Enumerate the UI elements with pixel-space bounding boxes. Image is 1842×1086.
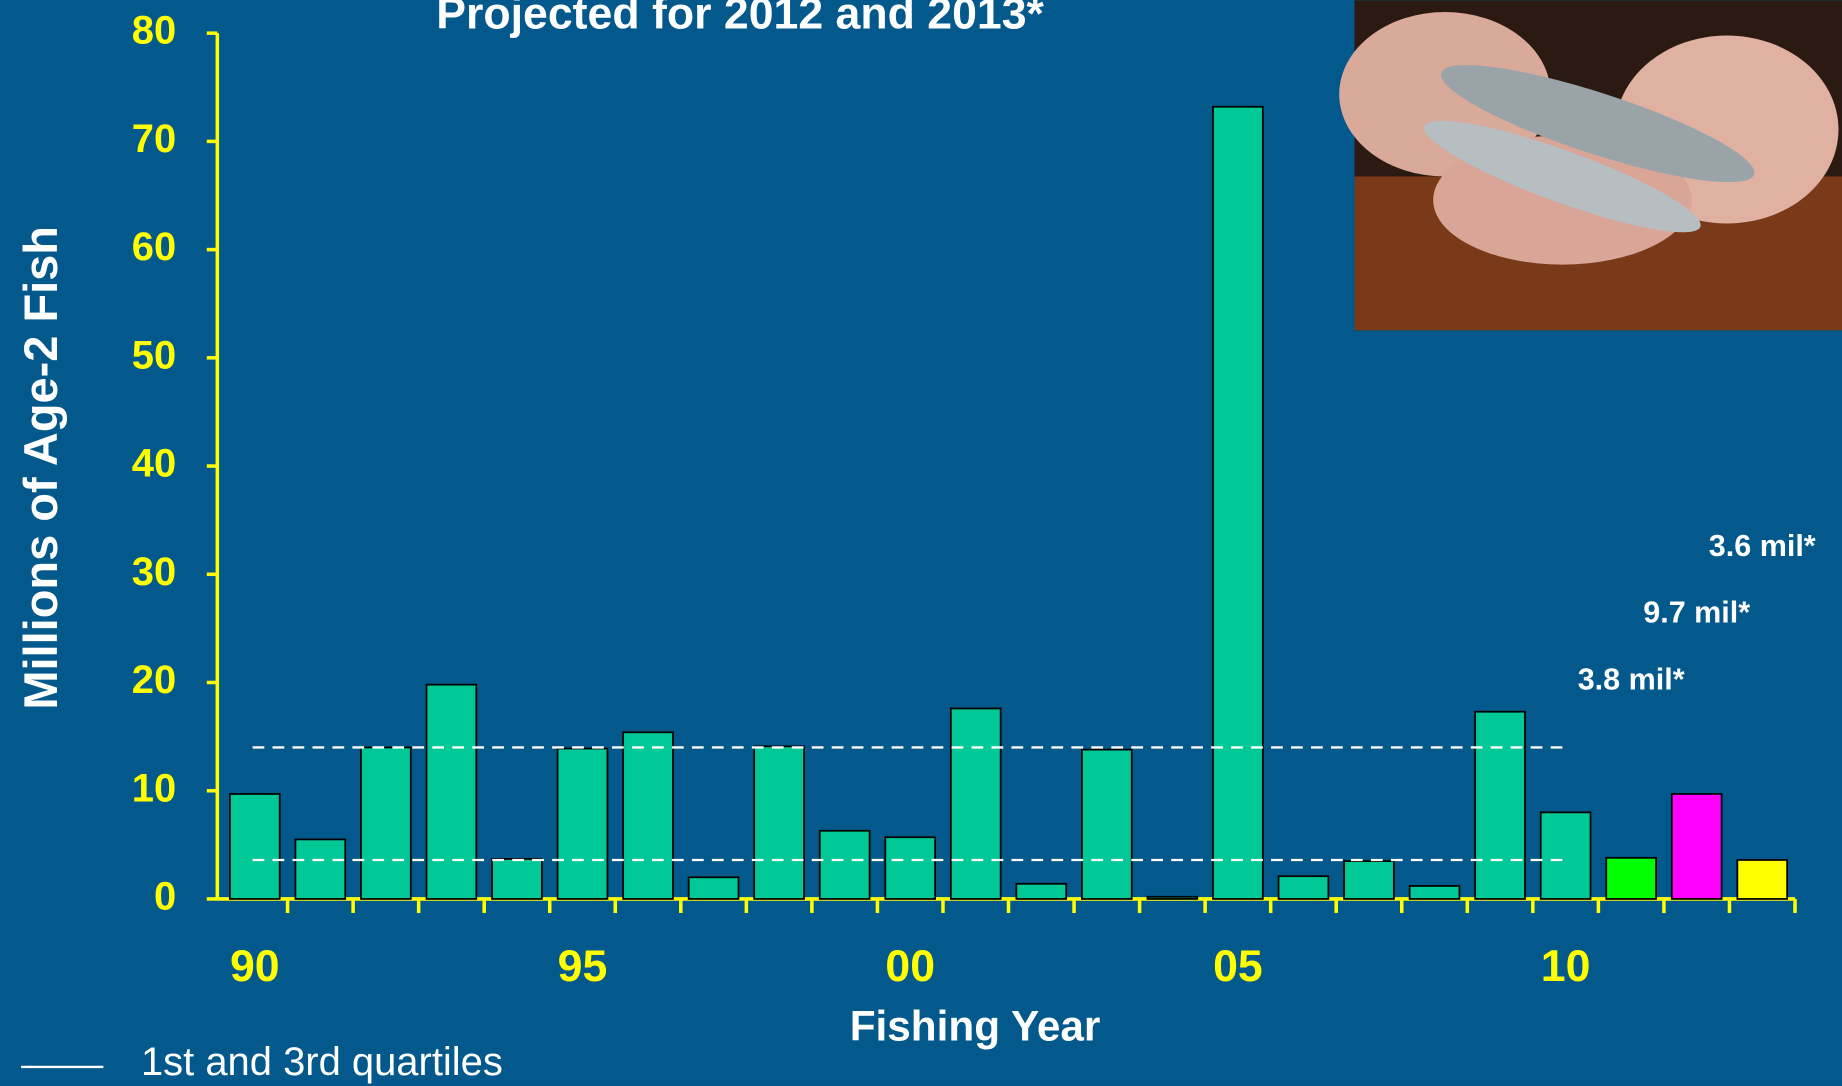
y-tick-label: 30 (132, 550, 176, 594)
bar (949, 707, 1002, 900)
bar (556, 747, 609, 900)
bar (1212, 105, 1264, 900)
bar (818, 829, 871, 900)
y-tick-label: 10 (132, 766, 176, 810)
bar (622, 731, 674, 900)
y-tick-label: 40 (132, 442, 176, 486)
y-tick-label: 70 (132, 117, 176, 161)
chart-title: Projected for 2012 and 2013* (436, 0, 1044, 39)
y-tick-label: 20 (132, 658, 176, 702)
bar (1605, 856, 1657, 900)
bar (1539, 811, 1592, 900)
value-label: 9.7 mil* (1643, 596, 1750, 630)
bar (229, 793, 281, 900)
legend-label: 1st and 3rd quartiles (141, 1040, 503, 1084)
y-axis-label: Millions of Age-2 Fish (14, 226, 67, 710)
y-tick-label: 60 (132, 225, 176, 269)
x-tick-label: 05 (1213, 942, 1263, 991)
bar (491, 858, 543, 900)
bar (1015, 882, 1068, 900)
x-tick-label: 00 (885, 942, 935, 991)
bar (294, 838, 347, 900)
value-label: 3.6 mil* (1709, 529, 1816, 563)
bar (753, 745, 805, 900)
x-axis-label: Fishing Year (850, 1003, 1101, 1050)
bar (1277, 875, 1330, 900)
value-label: 3.8 mil* (1578, 663, 1685, 697)
bar (425, 683, 478, 900)
x-tick-label: 95 (558, 942, 608, 991)
bar (687, 876, 740, 900)
bar (1343, 860, 1395, 900)
y-tick-label: 0 (154, 874, 176, 918)
bar (1474, 710, 1526, 900)
photo (1339, 0, 1842, 331)
x-tick-label: 90 (230, 942, 280, 991)
bar (1408, 885, 1461, 900)
bar (884, 836, 936, 900)
y-tick-label: 50 (132, 333, 176, 377)
y-tick-label: 80 (132, 9, 176, 53)
bar (1081, 748, 1133, 900)
bar (1670, 793, 1723, 900)
bar (1736, 859, 1789, 900)
x-tick-label: 10 (1541, 942, 1591, 991)
bar (360, 746, 412, 900)
bar (1146, 895, 1199, 900)
